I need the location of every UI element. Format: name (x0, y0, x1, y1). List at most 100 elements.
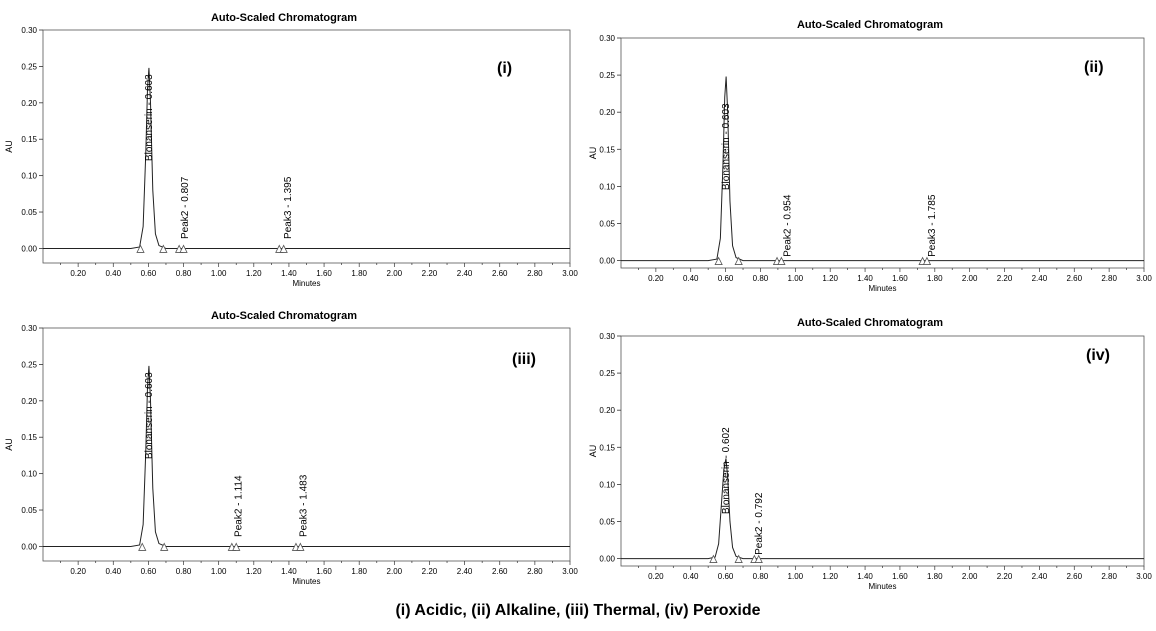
peak-label: Peak2 - 0.792 (754, 492, 765, 555)
x-tick-label: 1.00 (788, 572, 804, 581)
x-tick-label: 1.20 (246, 269, 262, 278)
x-axis-label: Minutes (868, 582, 896, 591)
integration-marker (709, 554, 718, 563)
x-tick-label: 1.80 (351, 567, 367, 576)
x-tick-label: 2.60 (492, 269, 508, 278)
peak-label: Peak2 - 0.807 (180, 176, 191, 239)
x-tick-label: 0.60 (141, 567, 157, 576)
y-tick-label: 0.15 (21, 135, 37, 144)
integration-marker (232, 542, 241, 551)
x-tick-label: 2.80 (527, 567, 543, 576)
chromatogram-panel-acidic: Auto-Scaled Chromatogram 0.00 0.05 0.10 0.15… (4, 12, 578, 288)
x-tick-label: 1.40 (281, 269, 297, 278)
y-tick-label: 0.00 (599, 257, 615, 266)
x-tick-label: 3.00 (562, 269, 578, 278)
x-tick-label: 1.80 (927, 572, 943, 581)
chromatogram-trace (621, 458, 1144, 560)
integration-marker (138, 542, 147, 551)
integration-marker (714, 256, 723, 265)
peak-label: Blonanserin - 0.603 (721, 103, 732, 190)
x-tick-label: 2.40 (457, 567, 473, 576)
y-tick-label: 0.10 (21, 172, 37, 181)
y-tick-label: 0.30 (599, 34, 615, 43)
x-tick-label: 2.60 (1066, 274, 1082, 283)
x-tick-label: 2.60 (492, 567, 508, 576)
x-tick-label: 1.00 (211, 269, 227, 278)
x-tick-label: 1.60 (892, 572, 908, 581)
chart-title: Auto-Scaled Chromatogram (211, 310, 357, 322)
y-tick-label: 0.05 (599, 219, 615, 228)
peak-label: Peak3 - 1.395 (283, 176, 294, 239)
x-tick-label: 2.20 (422, 269, 438, 278)
x-tick-label: 2.00 (962, 274, 978, 283)
x-tick-label: 3.00 (1136, 274, 1152, 283)
panel-label: (iii) (512, 351, 536, 368)
x-tick-label: 1.40 (281, 567, 297, 576)
integration-marker (734, 554, 743, 563)
peak-label: Blonanserin - 0.602 (721, 427, 732, 514)
integration-marker (136, 244, 145, 253)
y-tick-label: 0.00 (21, 542, 37, 551)
y-tick-label: 0.00 (21, 244, 37, 253)
y-tick-label: 0.25 (21, 62, 37, 71)
y-tick-label: 0.20 (21, 99, 37, 108)
y-tick-label: 0.20 (21, 397, 37, 406)
x-tick-label: 1.00 (788, 274, 804, 283)
y-tick-label: 0.10 (21, 470, 37, 479)
x-tick-label: 1.20 (822, 274, 838, 283)
x-tick-label: 2.40 (457, 269, 473, 278)
integration-marker (159, 244, 168, 253)
y-tick-label: 0.10 (599, 480, 615, 489)
peak-label: Peak3 - 1.785 (927, 194, 938, 257)
y-axis-label: AU (4, 140, 14, 153)
x-tick-label: 2.00 (387, 269, 403, 278)
x-tick-label: 1.60 (316, 269, 332, 278)
x-tick-label: 0.40 (683, 572, 699, 581)
y-tick-label: 0.05 (599, 517, 615, 526)
y-tick-label: 0.30 (21, 26, 37, 35)
x-tick-label: 2.40 (1032, 572, 1048, 581)
y-axis-label: AU (4, 438, 14, 451)
x-tick-label: 0.40 (105, 567, 121, 576)
y-tick-label: 0.25 (599, 369, 615, 378)
panel-label: (iv) (1086, 347, 1110, 364)
y-tick-label: 0.25 (21, 360, 37, 369)
x-tick-label: 0.80 (753, 274, 769, 283)
integration-marker (179, 244, 188, 253)
x-tick-label: 0.40 (683, 274, 699, 283)
plot-frame (42, 29, 571, 264)
integration-marker (296, 542, 305, 551)
y-tick-label: 0.05 (21, 506, 37, 515)
peak-label: Blonanserin - 0.603 (144, 74, 155, 161)
x-tick-label: 0.60 (718, 274, 734, 283)
peak-label: Peak2 - 0.954 (782, 194, 793, 257)
x-tick-label: 3.00 (562, 567, 578, 576)
chromatogram-trace (43, 67, 570, 249)
panel-label: (ii) (1084, 59, 1104, 76)
x-tick-label: 0.80 (176, 269, 192, 278)
integration-marker (922, 256, 932, 265)
chromatogram-panel-peroxide: Auto-Scaled Chromatogram 0.00 0.05 0.10 0.15… (588, 317, 1152, 591)
integration-marker (279, 244, 288, 253)
x-tick-label: 2.20 (997, 274, 1013, 283)
x-tick-label: 2.80 (1101, 572, 1117, 581)
plot-frame (620, 335, 1145, 567)
y-tick-label: 0.20 (599, 406, 615, 415)
y-tick-label: 0.10 (599, 182, 615, 191)
x-tick-label: 2.40 (1032, 274, 1048, 283)
y-tick-label: 0.20 (599, 108, 615, 117)
x-tick-label: 1.40 (857, 572, 873, 581)
peak-label: Peak3 - 1.483 (299, 474, 310, 537)
peak-label: Peak2 - 1.114 (234, 475, 245, 537)
y-axis-label: AU (588, 147, 598, 160)
x-tick-label: 1.80 (927, 274, 943, 283)
panel-label: (i) (497, 60, 512, 77)
x-tick-label: 0.20 (648, 274, 664, 283)
y-axis-label: AU (588, 445, 598, 458)
chart-title: Auto-Scaled Chromatogram (797, 19, 943, 31)
y-tick-label: 0.30 (21, 324, 37, 333)
y-tick-label: 0.15 (21, 433, 37, 442)
x-axis-label: Minutes (292, 577, 320, 586)
figure-caption: (i) Acidic, (ii) Alkaline, (iii) Thermal… (395, 602, 761, 619)
